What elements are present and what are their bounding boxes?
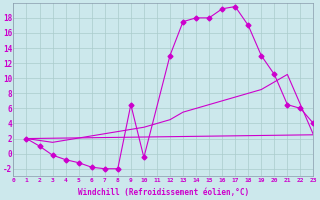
X-axis label: Windchill (Refroidissement éolien,°C): Windchill (Refroidissement éolien,°C)	[78, 188, 249, 197]
